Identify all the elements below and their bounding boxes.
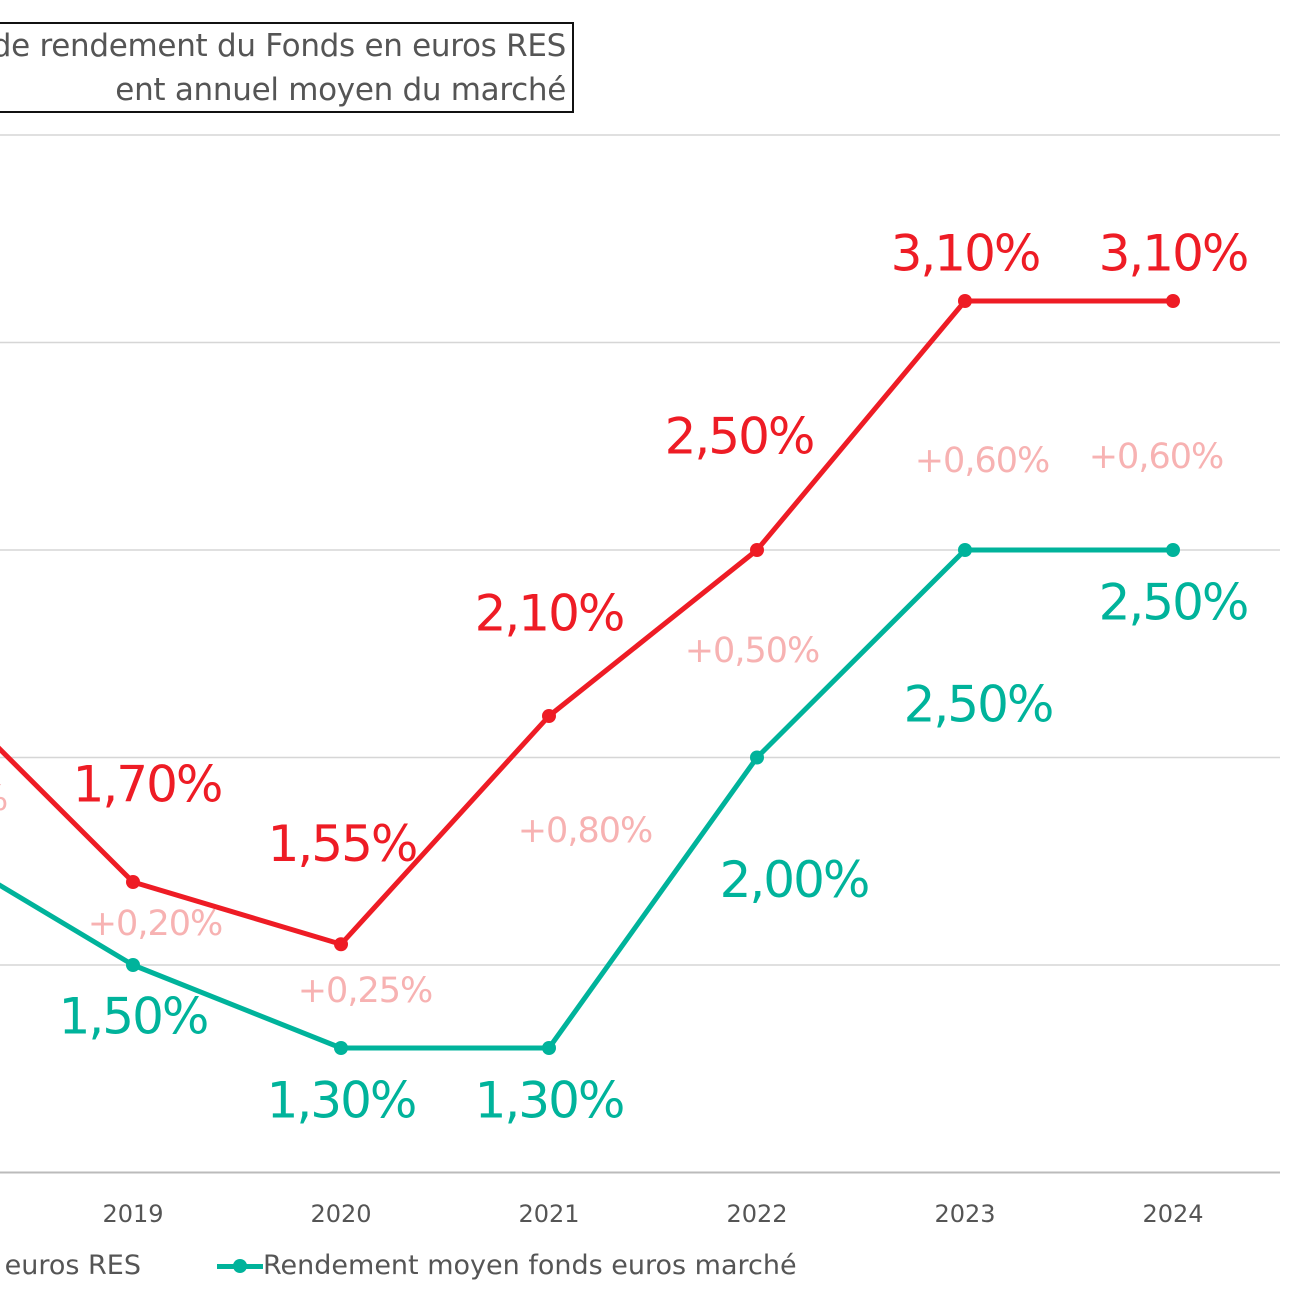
data-label: 3,10% [1099,225,1248,283]
data-point [126,875,140,889]
data-label: 2,50% [904,676,1053,734]
data-point [1166,543,1180,557]
difference-label: +0,80% [518,811,653,851]
title-line-1: x de rendement du Fonds en euros RES [0,28,566,64]
difference-label: +0,20% [88,904,223,944]
data-label: 1,30% [475,1072,624,1130]
difference-label: +0,60% [1089,437,1224,477]
data-label: 2,00% [720,851,869,909]
data-point [542,1041,556,1055]
x-tick-label: 2020 [310,1200,371,1228]
data-point [334,1041,348,1055]
data-label: 1,55% [268,815,417,873]
data-point [126,958,140,972]
data-point [750,543,764,557]
legend-dot-market [233,1259,247,1273]
data-point [750,750,764,765]
data-point [958,543,972,557]
title-line-2: ent annuel moyen du marché [115,72,566,108]
data-label: 2,50% [665,408,814,466]
x-tick-label: 2023 [934,1200,995,1228]
data-label: 1,30% [267,1072,416,1130]
title-box: x de rendement du Fonds en euros RES ent… [0,22,574,113]
difference-label: +0,50% [685,631,820,671]
x-tick-label: 2021 [518,1200,579,1228]
data-point [1166,294,1180,308]
data-point [542,709,556,723]
x-tick-label: 2024 [1142,1200,1203,1228]
data-label: 2,10% [475,585,624,643]
data-label: 1,50% [59,988,208,1046]
legend-item-res: n euros RES [0,1250,141,1281]
difference-label: +0,40% [0,779,7,819]
data-point [334,937,348,952]
legend-item-market: Rendement moyen fonds euros marché [263,1250,797,1281]
data-label: 2,50% [1099,574,1248,632]
difference-label: +0,25% [298,971,433,1011]
data-label: 3,10% [891,225,1040,283]
difference-label: +0,60% [915,441,1050,481]
x-tick-label: 2019 [102,1200,163,1228]
data-label: 1,70% [73,756,222,814]
x-tick-label: 2022 [726,1200,787,1228]
data-point [958,294,972,308]
